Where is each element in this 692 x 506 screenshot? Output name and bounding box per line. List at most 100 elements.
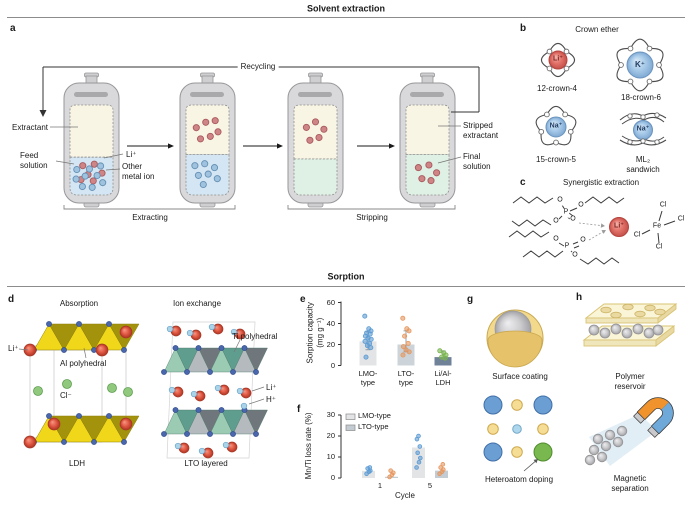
surface-coating-label: Surface coating [492, 372, 548, 381]
h-leader [248, 398, 265, 405]
lto-h-sphere [174, 442, 182, 450]
o-site-sphere [161, 431, 167, 437]
reservoir-particle [632, 323, 644, 335]
ion-dot [97, 162, 105, 170]
o-site-sphere [253, 431, 259, 437]
o-site-sphere [121, 347, 127, 353]
li-sphere [119, 417, 133, 431]
magnet-tip [633, 411, 646, 424]
ion-dot [204, 170, 212, 178]
li-sphere [119, 325, 133, 339]
crown-12-4-ion [548, 50, 568, 70]
ion-dot [78, 182, 86, 191]
sandwich-oxygen [654, 139, 660, 145]
panel-d-letter: d [8, 294, 15, 305]
li-sphere [47, 417, 61, 431]
panel-e-letter: e [300, 294, 306, 305]
bond [558, 242, 565, 247]
o-site-sphere [121, 439, 127, 445]
o-site-sphere [253, 369, 259, 375]
ion-dot [99, 179, 107, 187]
o-site-sphere [106, 413, 112, 419]
doping-atom [533, 395, 553, 415]
section-title-solvent-extraction: Solvent extraction [306, 3, 386, 14]
bond [568, 212, 574, 217]
o-site-sphere [76, 321, 82, 327]
o-site-sphere [218, 407, 225, 413]
magnet-south-arm [651, 402, 673, 434]
ion-dot [199, 180, 207, 189]
magnetic-particle [612, 436, 624, 448]
ion-dot [427, 177, 435, 185]
sandwich-oxygen [640, 114, 646, 120]
ion-dot [201, 160, 209, 168]
coordination-arrow-1 [578, 222, 604, 227]
extracting-bracket [63, 205, 236, 210]
crown-15-5-oxygen [544, 111, 550, 118]
butyl-chain [512, 196, 554, 204]
cl-sphere [107, 383, 117, 393]
reservoir-particle [621, 327, 633, 339]
chart-f-point [416, 459, 422, 465]
reservoir-hole [600, 306, 612, 314]
ion-dot [315, 133, 323, 142]
cl-atom-label: Cl [655, 243, 663, 253]
bond [573, 245, 580, 249]
o-site-sphere [195, 407, 202, 413]
top-slab-front [585, 317, 659, 324]
ion-exchange-title: Ion exchange [172, 299, 222, 308]
o-site-sphere [207, 431, 213, 437]
other-metal-ion-label: Other metal ion [122, 162, 155, 181]
coordination-arrow-2 [588, 230, 605, 241]
crown-12-4-oxygen [546, 48, 553, 55]
o-site-sphere [184, 369, 190, 375]
ion-dot [302, 123, 310, 131]
crown-15-5-oxygen [538, 128, 545, 135]
ion-dot [211, 117, 219, 125]
crown-18-6-label: 18-crown-6 [620, 93, 662, 102]
reservoir-particle [588, 324, 600, 336]
bond [572, 241, 579, 245]
coating-rim [487, 330, 543, 368]
sandwich-oxygen [654, 112, 660, 118]
crown-15-5-label: 15-crown-5 [535, 155, 577, 164]
ion-dot [210, 164, 219, 172]
chart-f-point [414, 465, 419, 470]
chart-f-ytick-label: 20 [326, 431, 335, 441]
chart-f-point [388, 468, 393, 473]
reservoir-particle [643, 327, 655, 339]
chart-f-point [417, 455, 423, 461]
legend-lto-type: LTO-type [358, 422, 389, 431]
crown-12-4-oxygen [563, 65, 570, 72]
o-atom-label: O [569, 215, 577, 225]
o-atom-label: O [552, 235, 560, 245]
coordination-arrow-1-head [600, 223, 605, 228]
chart-e-ylabel: Sorption capacity (mg g⁻¹) [305, 302, 324, 364]
fe-atom-label: Fe [652, 222, 662, 232]
chart-e-point [363, 354, 369, 360]
chart-e-point [400, 315, 406, 321]
li-sphere [95, 343, 109, 357]
vessel-highlight [74, 92, 108, 97]
legend-lmo-type: LMO-type [358, 411, 391, 420]
o-site-sphere [230, 369, 236, 375]
o-site-sphere [241, 345, 248, 351]
ion-dot [433, 169, 441, 177]
stripped-extractant-label: Stripped extractant [463, 121, 499, 140]
p-atom-label: P [564, 242, 570, 252]
divider-sorption [7, 286, 685, 287]
reservoir-hole [610, 311, 622, 319]
chart-f-point [440, 462, 446, 467]
chart-e-point [402, 333, 408, 339]
ldh-li-leader [18, 348, 29, 351]
lto-li-leader [251, 386, 265, 392]
na-ion-in-crown: Na⁺ [549, 122, 563, 130]
chart-e-point [367, 331, 373, 337]
vessel-highlight [410, 92, 444, 97]
ion-dot [196, 135, 205, 143]
chart-f-xlabel: Cycle [394, 491, 416, 500]
panel-b-letter: b [520, 23, 527, 34]
o-site-sphere [195, 345, 202, 351]
ion-dot [88, 183, 96, 191]
